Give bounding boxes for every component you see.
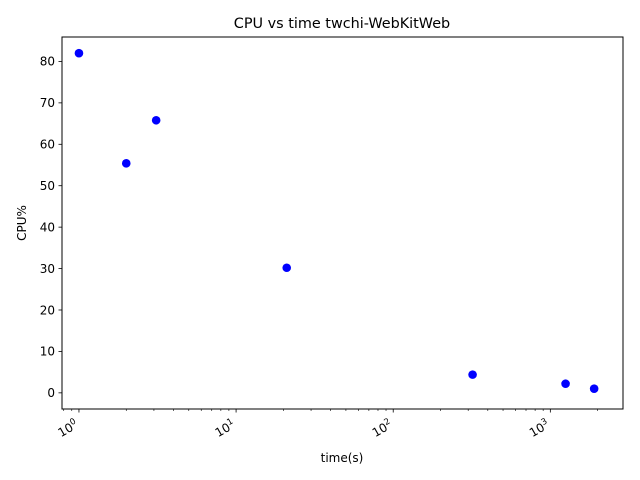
x-axis-ticks: 100 101 102 103: [55, 409, 598, 440]
data-point: [151, 115, 161, 125]
data-point: [74, 48, 84, 58]
data-point: [589, 384, 599, 394]
x-tick-label: 100: [55, 417, 80, 440]
y-tick-label: 0: [47, 386, 55, 400]
data-point: [561, 379, 570, 389]
y-tick-label: 50: [40, 179, 55, 193]
x-tick-label: 103: [526, 417, 551, 440]
y-axis-ticks: 0 10 20 30 40 50 60 70 80: [40, 55, 62, 400]
y-tick-label: 80: [40, 55, 55, 69]
y-tick-label: 20: [40, 303, 55, 317]
chart-title: CPU vs time twchi-WebKitWeb: [234, 16, 450, 32]
data-points: [74, 48, 599, 394]
y-tick-label: 10: [40, 345, 55, 359]
plot-frame: [61, 36, 624, 410]
plot-area: [62, 37, 623, 409]
x-axis-title: time(s): [321, 451, 364, 465]
x-tick-label: 101: [212, 417, 237, 440]
data-point: [468, 370, 477, 379]
y-tick-label: 60: [40, 138, 55, 152]
y-axis-title: CPU%: [15, 205, 29, 241]
data-point: [121, 159, 131, 168]
y-tick-label: 40: [40, 220, 55, 234]
data-point: [282, 263, 292, 273]
y-tick-label: 30: [40, 262, 55, 276]
y-tick-label: 70: [40, 96, 55, 110]
x-tick-label: 102: [369, 417, 394, 440]
